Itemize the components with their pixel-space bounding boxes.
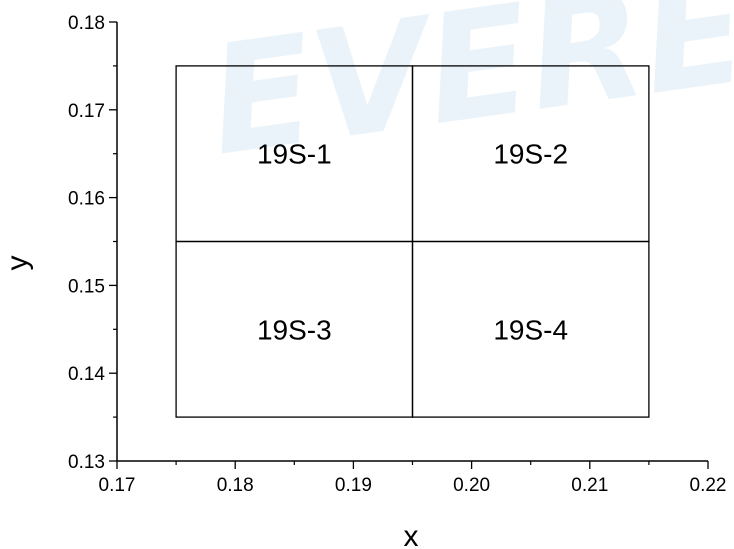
y-tick-label: 0.18 [68,13,105,34]
region-label-2: 19S-2 [493,139,568,170]
x-tick-label: 0.17 [99,475,136,496]
y-tick-label: 0.13 [68,452,105,473]
x-axis-title: x [404,520,419,549]
x-tick-label: 0.20 [453,475,490,496]
y-tick-label: 0.17 [68,101,105,122]
y-axis-title: y [1,256,34,271]
x-tick-label: 0.22 [690,475,727,496]
region-label-3: 19S-3 [257,314,332,345]
x-tick-label: 0.19 [335,475,372,496]
x-tick-label: 0.21 [571,475,608,496]
region-label-1: 19S-1 [257,139,332,170]
y-tick-label: 0.15 [68,276,105,297]
region-rect-4 [411,240,650,418]
x-tick-label: 0.18 [217,475,254,496]
y-tick-label: 0.14 [68,364,105,385]
y-tick-label: 0.16 [68,189,105,210]
region-label-4: 19S-4 [493,314,568,345]
